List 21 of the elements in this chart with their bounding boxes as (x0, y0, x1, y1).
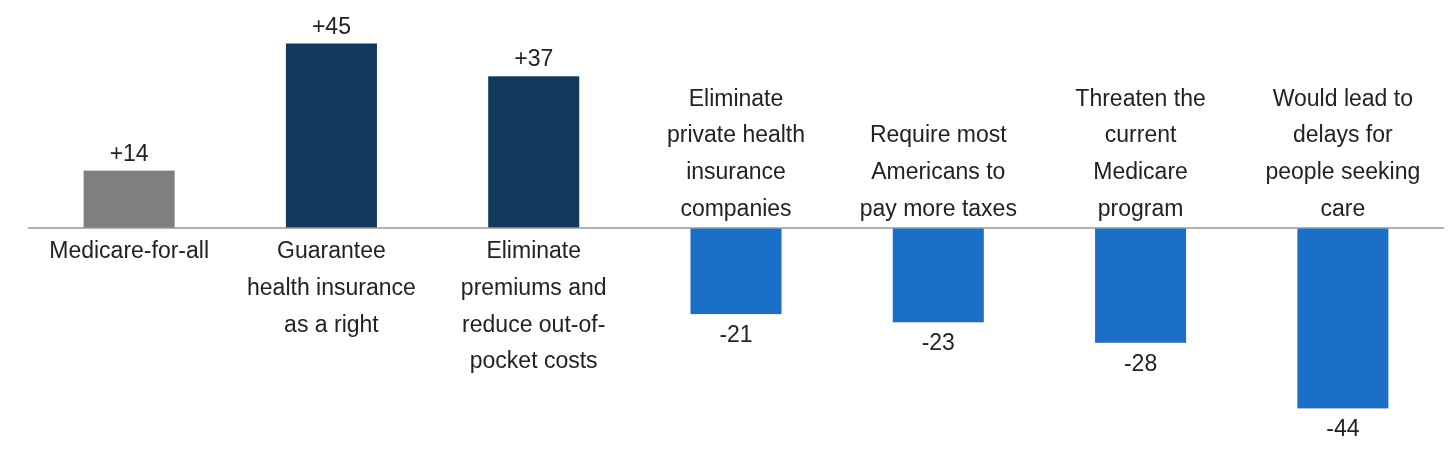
x-tick-label: Would lead to delays for people seeking care (1265, 84, 1421, 221)
bar (1297, 228, 1389, 409)
data-label: +14 (109, 139, 149, 166)
x-tick-label: Eliminate private health insurance companies (666, 84, 806, 221)
x-tick-label: Medicare-for-all (49, 237, 210, 263)
bar (285, 43, 377, 228)
data-label: -28 (1123, 349, 1158, 376)
x-tick-label: Require most Americans to pay more taxes (859, 121, 1017, 221)
x-tick-label: Eliminate premiums and reduce out-of-pocket costs (460, 237, 607, 374)
x-tick-label: Guarantee health insurance as a right (247, 237, 416, 337)
bar (488, 76, 580, 228)
bar (892, 228, 984, 323)
data-label: +45 (311, 12, 351, 39)
data-label: +37 (514, 45, 554, 72)
bar (83, 170, 175, 228)
data-label: -21 (719, 321, 753, 348)
data-label: -23 (921, 329, 955, 356)
bar (1095, 228, 1187, 343)
x-tick-label: Threaten the current Medicare program (1075, 84, 1206, 221)
bar (690, 228, 782, 315)
data-label: -44 (1326, 415, 1360, 442)
